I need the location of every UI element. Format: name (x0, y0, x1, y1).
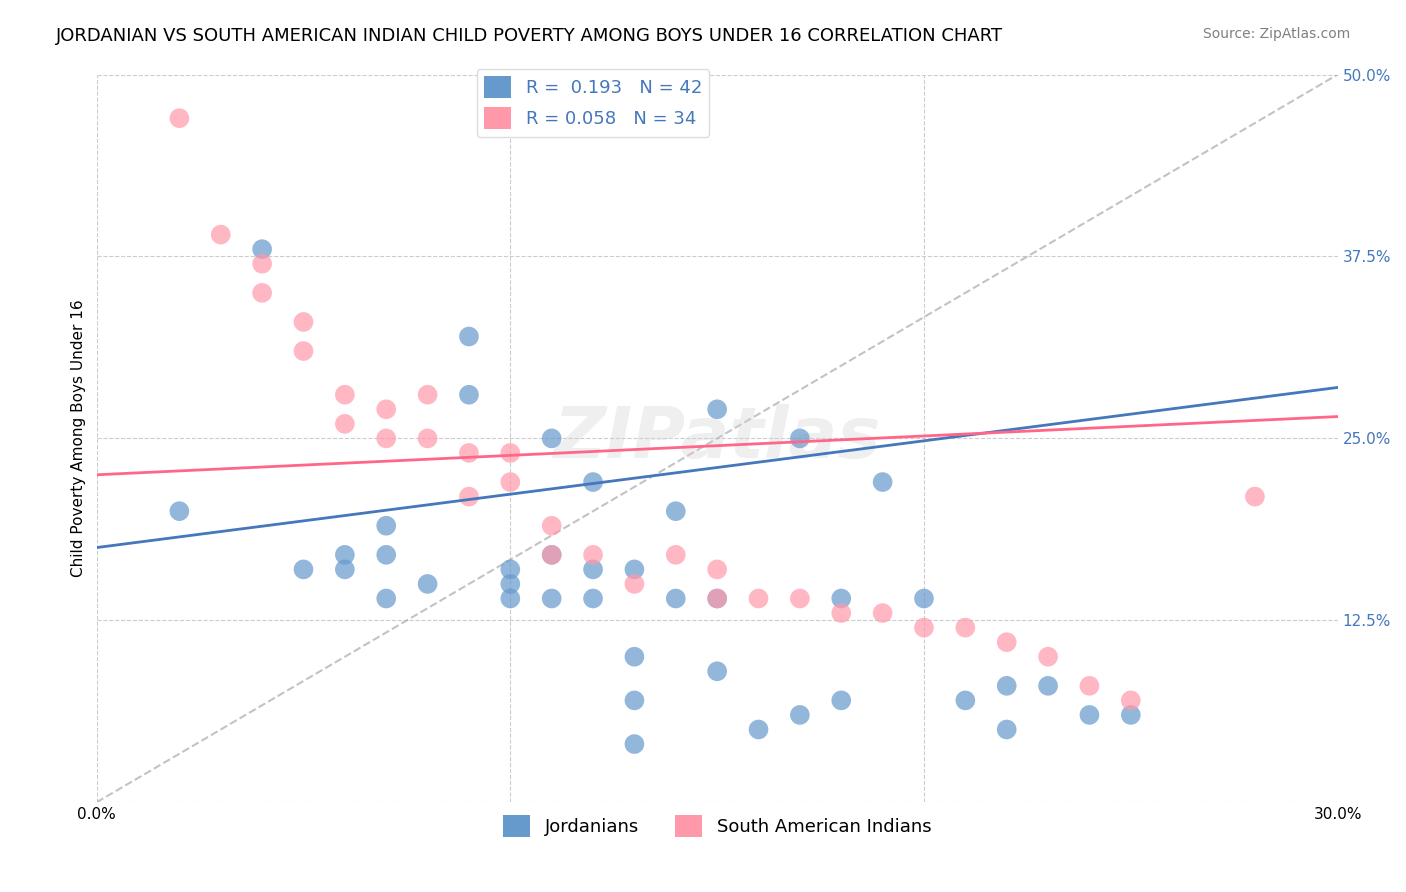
Point (912, 621, 935, 635)
Point (1119, 693, 1142, 707)
Point (747, 723, 769, 737)
Text: Source: ZipAtlas.com: Source: ZipAtlas.com (1202, 27, 1350, 41)
Point (872, 475, 894, 489)
Point (540, 548, 562, 562)
Point (872, 606, 894, 620)
Point (416, 388, 439, 402)
Point (333, 548, 356, 562)
Point (706, 591, 728, 606)
Point (623, 562, 645, 576)
Point (995, 679, 1018, 693)
Point (375, 402, 398, 417)
Legend: Jordanians, South American Indians: Jordanians, South American Indians (496, 808, 938, 844)
Point (169, 504, 191, 518)
Point (499, 577, 522, 591)
Point (582, 548, 605, 562)
Point (333, 562, 356, 576)
Point (665, 591, 688, 606)
Point (540, 518, 562, 533)
Point (1119, 708, 1142, 723)
Point (333, 388, 356, 402)
Point (623, 649, 645, 664)
Point (499, 475, 522, 489)
Point (789, 591, 811, 606)
Point (955, 693, 977, 707)
Point (250, 257, 273, 271)
Point (499, 446, 522, 460)
Point (830, 591, 852, 606)
Point (250, 285, 273, 300)
Point (623, 577, 645, 591)
Point (375, 518, 398, 533)
Point (995, 723, 1018, 737)
Point (706, 591, 728, 606)
Point (1036, 679, 1059, 693)
Point (540, 548, 562, 562)
Point (375, 591, 398, 606)
Point (1078, 679, 1101, 693)
Point (623, 737, 645, 751)
Point (623, 693, 645, 707)
Point (789, 431, 811, 445)
Point (912, 591, 935, 606)
Y-axis label: Child Poverty Among Boys Under 16: Child Poverty Among Boys Under 16 (72, 300, 86, 577)
Point (1036, 649, 1059, 664)
Point (375, 548, 398, 562)
Point (458, 490, 481, 504)
Point (458, 446, 481, 460)
Point (706, 562, 728, 576)
Point (458, 329, 481, 343)
Point (582, 562, 605, 576)
Point (292, 315, 315, 329)
Point (375, 431, 398, 445)
Point (540, 591, 562, 606)
Point (830, 606, 852, 620)
Point (416, 431, 439, 445)
Point (499, 562, 522, 576)
Point (292, 562, 315, 576)
Point (250, 242, 273, 256)
Point (747, 591, 769, 606)
Text: JORDANIAN VS SOUTH AMERICAN INDIAN CHILD POVERTY AMONG BOYS UNDER 16 CORRELATION: JORDANIAN VS SOUTH AMERICAN INDIAN CHILD… (56, 27, 1004, 45)
Point (333, 417, 356, 431)
Point (416, 577, 439, 591)
Point (706, 402, 728, 417)
Point (665, 504, 688, 518)
Point (1078, 708, 1101, 723)
Point (995, 635, 1018, 649)
Point (499, 591, 522, 606)
Point (582, 591, 605, 606)
Point (830, 693, 852, 707)
Point (1244, 490, 1267, 504)
Point (955, 621, 977, 635)
Point (169, 111, 191, 125)
Point (540, 431, 562, 445)
Point (209, 227, 232, 242)
Point (292, 344, 315, 359)
Text: ZIPatlas: ZIPatlas (554, 404, 880, 473)
Point (582, 475, 605, 489)
Point (706, 665, 728, 679)
Point (665, 548, 688, 562)
Point (458, 388, 481, 402)
Point (789, 708, 811, 723)
